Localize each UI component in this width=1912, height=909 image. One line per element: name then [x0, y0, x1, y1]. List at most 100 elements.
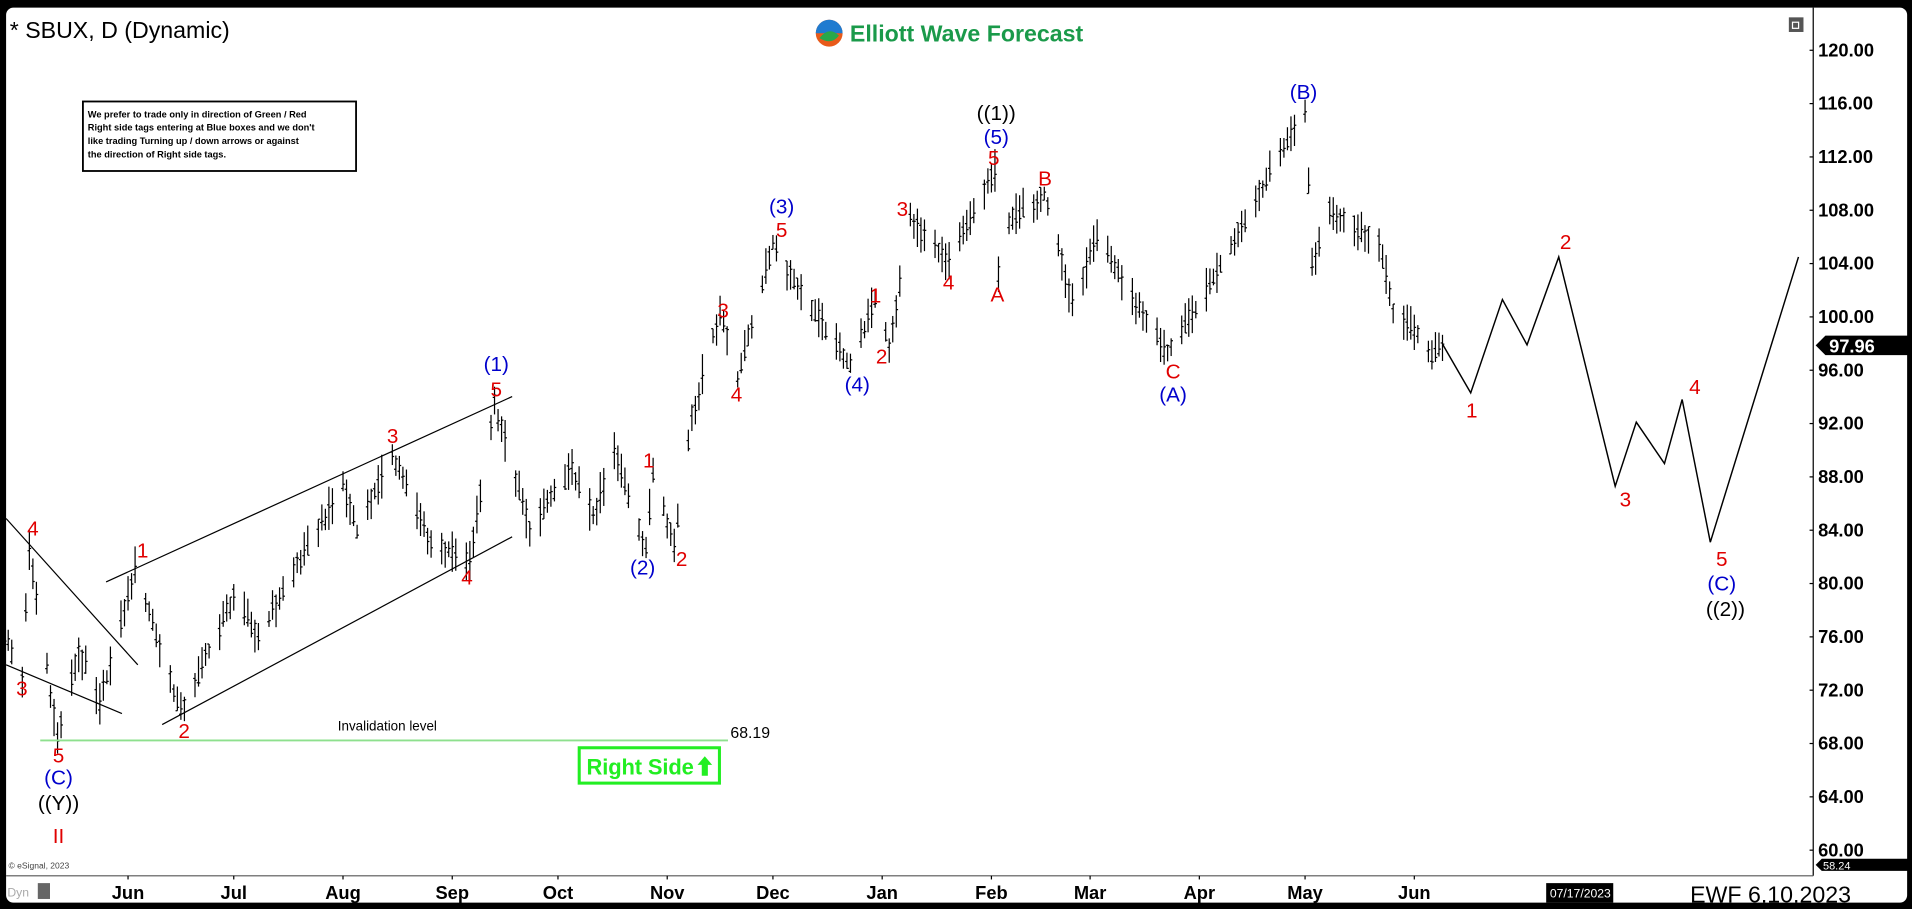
restore-window-icon[interactable]: [1788, 17, 1804, 32]
ohlc-bar: [764, 248, 768, 284]
ohlc-bar: [1130, 277, 1135, 316]
ohlc-bar: [105, 670, 109, 685]
upper-channel-line: [105, 396, 513, 583]
wave-label: (4): [845, 374, 870, 397]
wave-label: (1): [484, 353, 509, 376]
ohlc-bar: [302, 532, 307, 566]
ohlc-bar: [221, 600, 226, 627]
wave-label: (2): [630, 557, 655, 580]
info-line: We prefer to trade only in direction of …: [88, 109, 307, 119]
logo: Elliott Wave Forecast: [815, 19, 1084, 47]
ohlc-bar: [365, 489, 370, 520]
ohlc-bar: [577, 466, 581, 499]
ohlc-bar: [59, 711, 63, 739]
ohlc-bar: [1363, 225, 1367, 252]
wave-label: 4: [731, 383, 743, 406]
ohlc-bar: [228, 596, 233, 620]
wave-label: 1: [870, 285, 882, 308]
ohlc-bar: [1021, 187, 1025, 218]
ohlc-bar: [256, 623, 261, 651]
last-price: 97.96: [1829, 336, 1875, 357]
wave-label: ((Y)): [38, 792, 79, 815]
ohlc-bar: [1292, 114, 1297, 147]
ohlc-bar: [749, 315, 754, 339]
ohlc-bar: [203, 643, 208, 666]
ohlc-bar: [697, 382, 701, 411]
ohlc-bar: [404, 469, 409, 497]
wave-label: II: [53, 825, 65, 848]
x-tick-label: Nov: [650, 882, 685, 903]
ohlc-bar: [968, 201, 973, 236]
ohlc-bar: [1433, 332, 1438, 363]
ohlc-bar: [253, 619, 257, 653]
ohlc-bar: [943, 243, 948, 281]
ohlc-bar: [887, 338, 892, 363]
ohlc-bar: [1264, 167, 1269, 191]
ohlc-bar: [795, 277, 800, 300]
x-tick-label: Aug: [325, 882, 361, 903]
chart-panel: [6, 7, 1908, 903]
y-tick-label: 64.00: [1818, 786, 1864, 807]
ohlc-bar: [27, 530, 32, 570]
ohlc-bar: [1070, 283, 1075, 317]
ohlc-bar: [1155, 317, 1159, 346]
wave-label: (C): [1707, 572, 1736, 595]
info-line: the direction of Right side tags.: [88, 150, 226, 160]
wave-label: 5: [491, 379, 503, 402]
logo-text: Elliott Wave Forecast: [850, 21, 1084, 47]
ohlc-bar: [894, 295, 899, 328]
ohlc-bar: [668, 522, 673, 546]
descending-line: [5, 518, 139, 666]
ohlc-bar: [1137, 292, 1142, 318]
chart-title: * SBUX, D (Dynamic): [10, 17, 230, 43]
ohlc-bar: [936, 242, 941, 263]
ohlc-bar: [813, 299, 818, 322]
ohlc-bar: [816, 298, 821, 338]
ohlc-bar: [1356, 214, 1360, 251]
ohlc-bar: [147, 601, 152, 622]
ohlc-bar: [327, 486, 331, 530]
ewf-stamp: EWF 6.10.2023: [1690, 882, 1851, 908]
ohlc-bar: [665, 513, 670, 539]
ohlc-bar: [80, 649, 85, 681]
wave-label: 2: [178, 720, 190, 743]
ohlc-bar: [475, 495, 479, 534]
ohlc-bar: [859, 318, 863, 348]
y-axis-ticks: 120.00 116.00 112.00 108.00 104.00 100.00 96.0…: [1809, 39, 1874, 860]
ohlc-bar: [1109, 245, 1114, 273]
ohlc-bar: [711, 328, 715, 344]
info-line: like trading Turning up / down arrows or…: [88, 136, 299, 146]
wave-label: 4: [27, 518, 39, 541]
wave-label: 3: [1620, 488, 1632, 511]
ohlc-bar: [957, 222, 962, 252]
dyn-label[interactable]: Dyn: [7, 886, 29, 900]
ohlc-bar: [175, 686, 180, 712]
wave-label: B: [1038, 168, 1052, 191]
ohlc-bar: [598, 472, 603, 514]
ohlc-bar: [591, 506, 596, 525]
ohlc-bar: [320, 504, 324, 531]
ohlc-bar: [661, 496, 666, 516]
ohlc-bar: [619, 453, 624, 488]
ohlc-bar: [792, 268, 796, 290]
ohlc-bar: [933, 229, 937, 259]
ohlc-bar: [52, 698, 56, 737]
fe-icon[interactable]: [37, 883, 50, 899]
wave-label: 1: [137, 540, 149, 563]
ohlc-bar: [1267, 150, 1272, 182]
ohlc-bar: [1387, 281, 1392, 306]
ohlc-bar: [1211, 268, 1216, 286]
ohlc-bar: [640, 531, 645, 557]
ohlc-bar: [231, 584, 236, 611]
ohlc-bar: [1119, 265, 1124, 301]
ohlc-bar: [372, 482, 377, 500]
ohlc-bar: [549, 485, 553, 507]
ohlc-bar: [24, 593, 28, 622]
y-tick-label: 76.00: [1818, 626, 1864, 647]
ohlc-bar: [1144, 310, 1149, 333]
ohlc-bar: [1285, 127, 1290, 151]
ohlc-bar: [390, 444, 395, 466]
ohlc-bar: [788, 260, 793, 290]
ohlc-bar: [1045, 197, 1050, 216]
